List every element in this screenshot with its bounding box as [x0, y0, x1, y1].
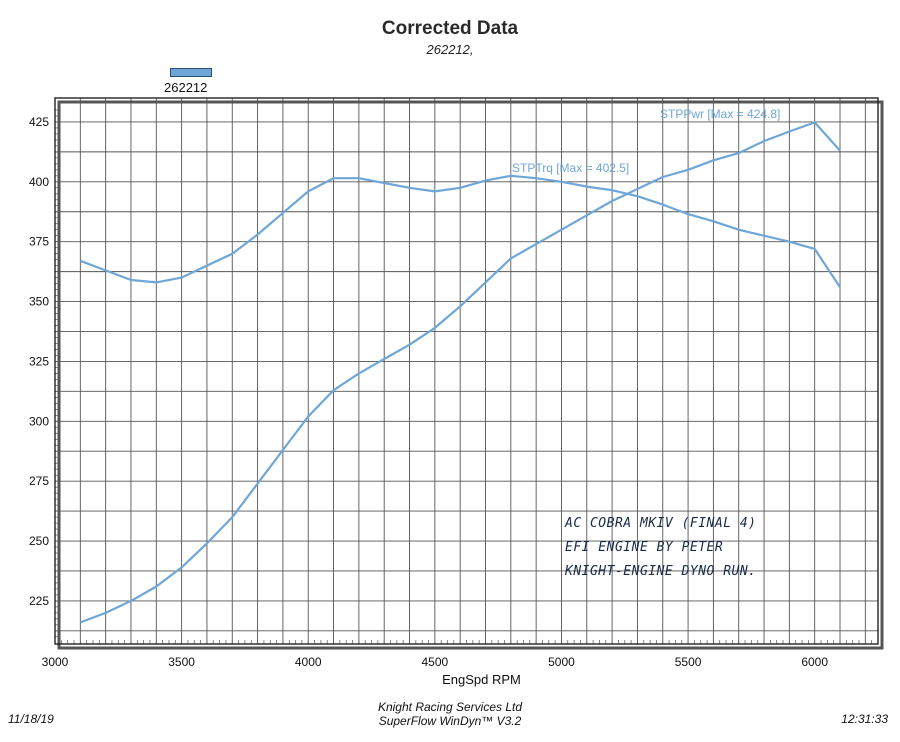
y-tick-label: 325 [29, 354, 49, 368]
y-tick-label: 375 [29, 235, 49, 249]
x-tick-label: 6000 [801, 655, 828, 669]
y-tick-label: 425 [29, 115, 49, 129]
x-axis-label: EngSpd RPM [442, 672, 521, 687]
x-tick-label: 3500 [168, 655, 195, 669]
note-line-3: KNIGHT-ENGINE DYNO RUN. [565, 564, 757, 579]
x-tick-label: 4500 [421, 655, 448, 669]
x-tick-label: 5000 [548, 655, 575, 669]
handwritten-note: AC COBRA MKIV (FINAL 4) EFI ENGINE BY PE… [565, 512, 885, 584]
y-tick-label: 250 [29, 534, 49, 548]
series-label-stptrq: STPTrq [Max = 402.5] [512, 161, 629, 175]
y-tick-label: 275 [29, 474, 49, 488]
footer-date: 11/18/19 [8, 712, 54, 726]
chart-title: Corrected Data [381, 18, 519, 39]
x-tick-label: 4000 [295, 655, 322, 669]
y-tick-label: 400 [29, 175, 49, 189]
series-line-stptrq [79, 174, 841, 288]
plot-border [54, 97, 879, 645]
legend-label: 262212 [164, 80, 208, 95]
y-tick-label: 300 [29, 414, 49, 428]
plot-shadow [57, 100, 884, 650]
legend-swatch [170, 68, 212, 77]
x-tick-label: 5500 [675, 655, 702, 669]
chart-subtitle: 262212, [426, 42, 474, 57]
note-line-2: EFI ENGINE BY PETER [565, 540, 724, 555]
footer-company: Knight Racing Services Ltd [377, 700, 523, 714]
y-tick-label: 225 [29, 594, 49, 608]
y-tick-label: 350 [29, 295, 49, 309]
footer-software: SuperFlow WinDyn™ V3.2 [378, 714, 522, 728]
footer-time: 12:31:33 [841, 712, 888, 726]
note-line-1: AC COBRA MKIV (FINAL 4) [565, 516, 757, 531]
series-label-stppwr: STPPwr [Max = 424.8] [660, 107, 780, 121]
series-line-stppwr [79, 121, 841, 624]
x-tick-label: 3000 [42, 655, 69, 669]
